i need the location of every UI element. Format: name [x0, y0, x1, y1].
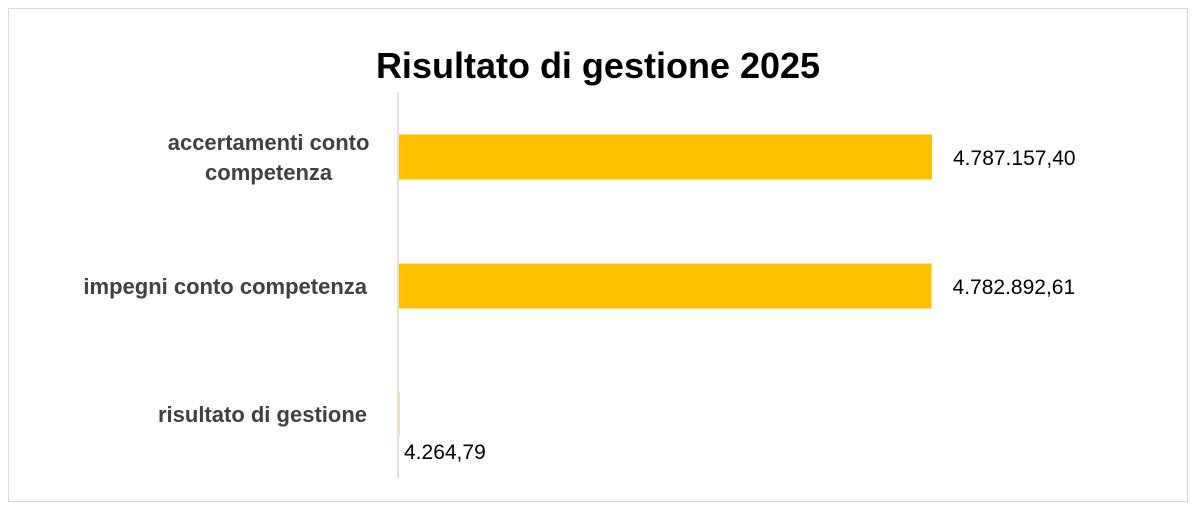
category-label-2: impegni conto competenza — [83, 274, 367, 299]
chart-area — [8, 8, 1188, 502]
category-label-1-line-1: accertamenti conto — [168, 130, 370, 155]
data-label-1: 4.787.157,40 — [953, 147, 1076, 170]
category-label-3: risultato di gestione — [158, 402, 367, 427]
bar-1 — [399, 134, 932, 180]
category-label-2-line-1: impegni conto competenza — [83, 274, 367, 299]
bar-2 — [399, 263, 932, 309]
data-label-3: 4.264,79 — [404, 441, 486, 464]
data-label-2: 4.782.892,61 — [953, 276, 1076, 299]
category-label-1: accertamenti conto competenza — [168, 130, 370, 185]
category-label-1-line-2: competenza — [205, 160, 333, 185]
category-label-3-line-1: risultato di gestione — [158, 402, 367, 427]
chart-title: Risultato di gestione 2025 — [375, 45, 821, 86]
